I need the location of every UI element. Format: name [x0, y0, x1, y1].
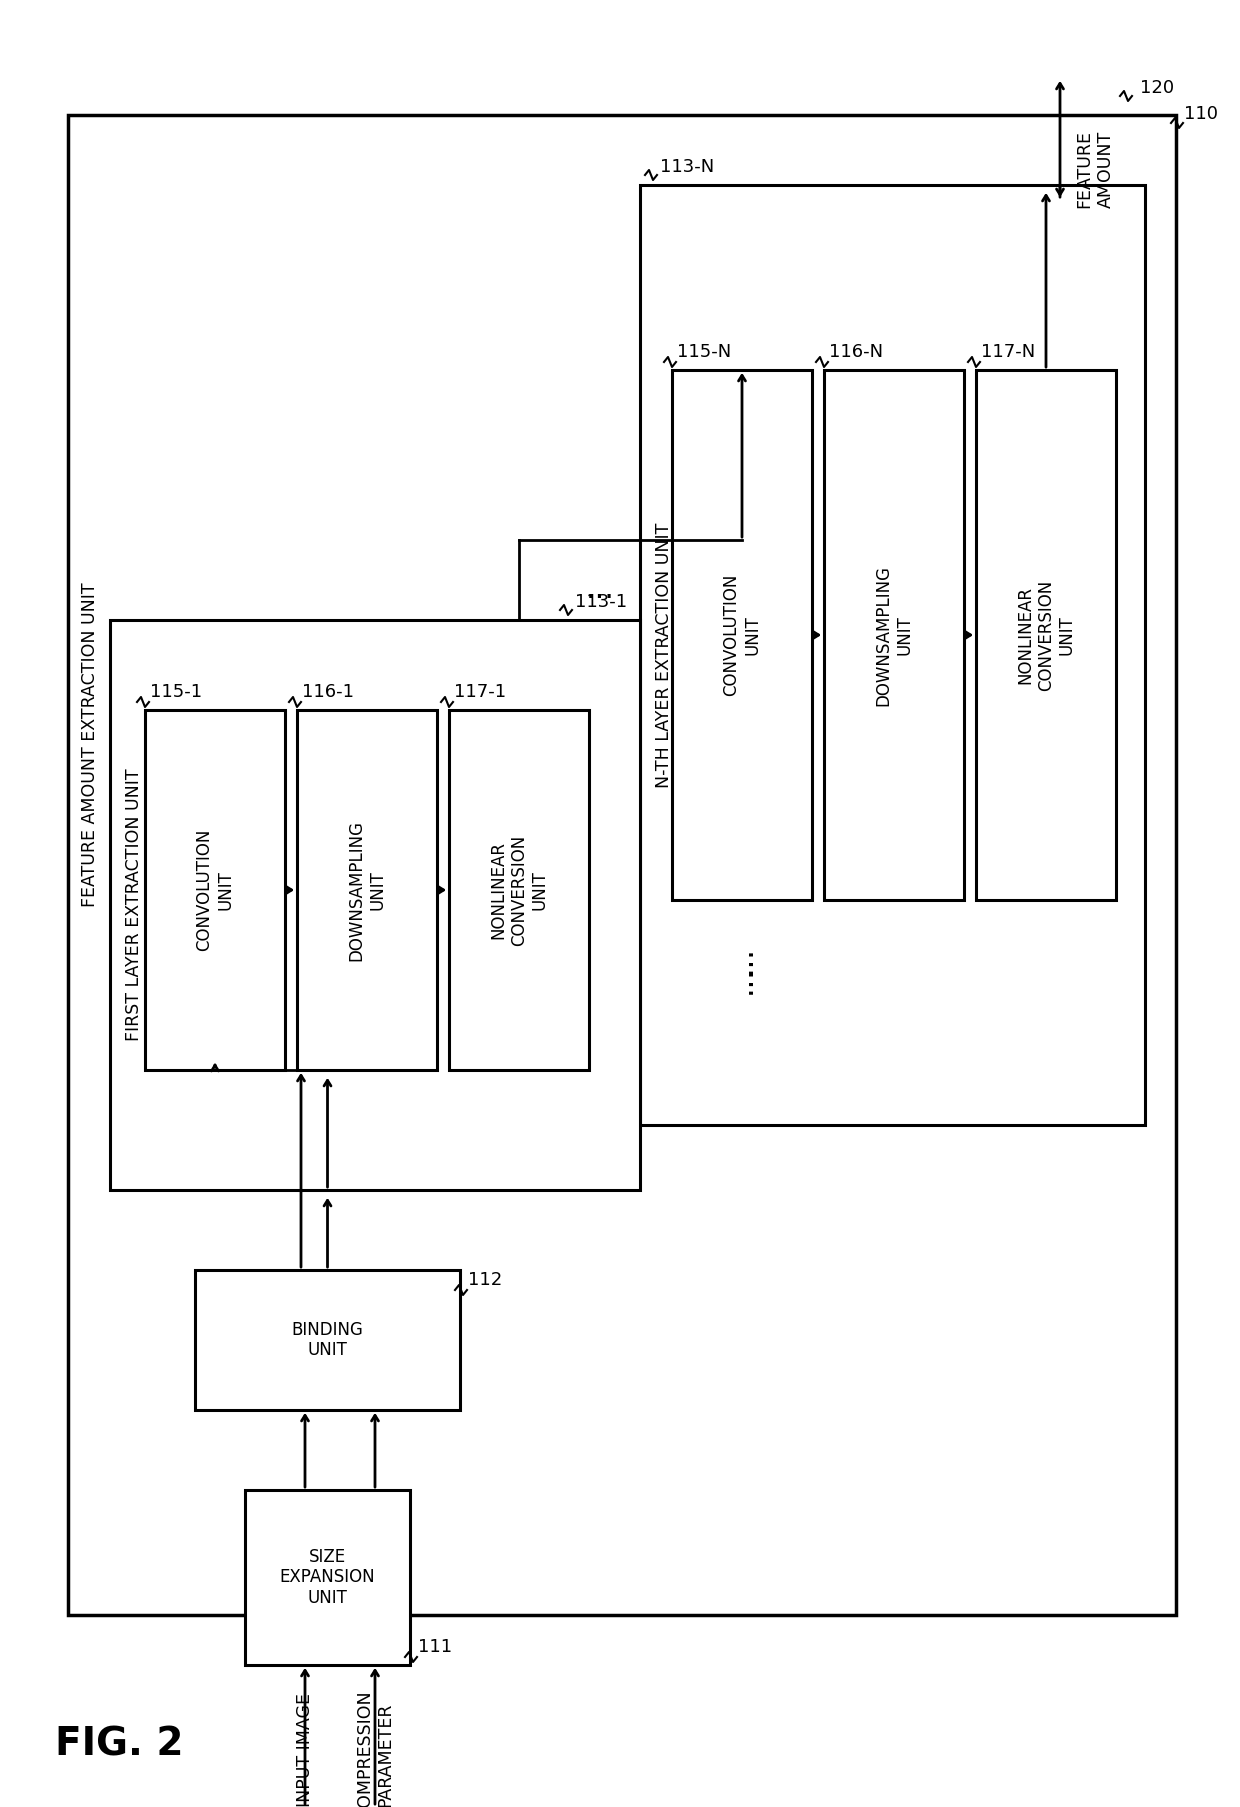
- Bar: [825, 370, 963, 900]
- Bar: [68, 116, 1176, 1615]
- Bar: [298, 710, 436, 1070]
- Bar: [195, 1270, 460, 1409]
- Text: SIZE
EXPANSION
UNIT: SIZE EXPANSION UNIT: [280, 1549, 376, 1606]
- Text: 113-N: 113-N: [660, 157, 714, 175]
- Text: 112: 112: [467, 1270, 502, 1288]
- Text: 115-N: 115-N: [677, 343, 732, 361]
- Text: 111: 111: [418, 1637, 453, 1655]
- Bar: [449, 710, 589, 1070]
- Bar: [246, 1491, 410, 1664]
- Text: ...: ...: [585, 575, 615, 605]
- Text: COMPRESSION
PARAMETER: COMPRESSION PARAMETER: [356, 1691, 394, 1807]
- Bar: [145, 710, 285, 1070]
- Text: DOWNSAMPLING
UNIT: DOWNSAMPLING UNIT: [874, 564, 914, 705]
- Text: 117-N: 117-N: [981, 343, 1035, 361]
- Text: CONVOLUTION
UNIT: CONVOLUTION UNIT: [196, 829, 234, 950]
- Text: INPUT IMAGE: INPUT IMAGE: [296, 1693, 314, 1807]
- Text: CONVOLUTION
UNIT: CONVOLUTION UNIT: [723, 575, 761, 696]
- Bar: [110, 620, 640, 1191]
- Text: BINDING
UNIT: BINDING UNIT: [291, 1321, 363, 1359]
- Bar: [976, 370, 1116, 900]
- Text: 115-1: 115-1: [150, 683, 202, 701]
- Text: ...: ...: [728, 965, 756, 994]
- Text: FIRST LAYER EXTRACTION UNIT: FIRST LAYER EXTRACTION UNIT: [125, 768, 143, 1041]
- Text: DOWNSAMPLING
UNIT: DOWNSAMPLING UNIT: [347, 820, 387, 961]
- Text: NONLINEAR
CONVERSION
UNIT: NONLINEAR CONVERSION UNIT: [490, 835, 549, 945]
- Bar: [672, 370, 812, 900]
- Bar: [640, 184, 1145, 1126]
- Text: 113-1: 113-1: [575, 593, 627, 611]
- Text: 116-1: 116-1: [303, 683, 353, 701]
- Text: 116-N: 116-N: [830, 343, 883, 361]
- Text: N-TH LAYER EXTRACTION UNIT: N-TH LAYER EXTRACTION UNIT: [655, 522, 673, 788]
- Text: NONLINEAR
CONVERSION
UNIT: NONLINEAR CONVERSION UNIT: [1017, 580, 1076, 690]
- Text: 110: 110: [1184, 105, 1218, 123]
- Text: FIG. 2: FIG. 2: [55, 1726, 184, 1764]
- Text: 117-1: 117-1: [454, 683, 506, 701]
- Text: FEATURE
AMOUNT: FEATURE AMOUNT: [1075, 130, 1115, 208]
- Text: 120: 120: [1140, 80, 1174, 98]
- Text: FEATURE AMOUNT EXTRACTION UNIT: FEATURE AMOUNT EXTRACTION UNIT: [81, 582, 99, 907]
- Text: ...: ...: [728, 945, 756, 974]
